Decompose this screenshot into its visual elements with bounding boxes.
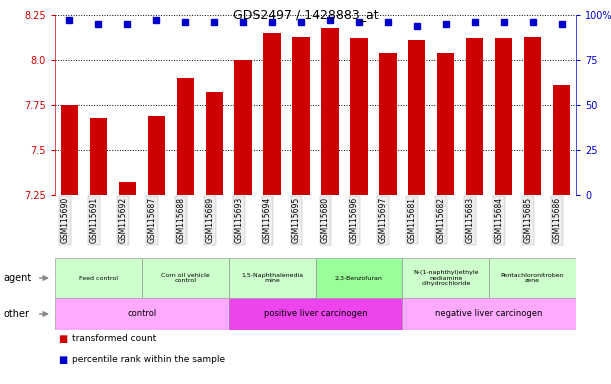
Bar — [315, 258, 402, 298]
Text: GSM115693: GSM115693 — [234, 197, 243, 243]
Text: GSM115692: GSM115692 — [119, 197, 127, 243]
Text: GSM115695: GSM115695 — [292, 197, 301, 243]
Text: Corn oil vehicle
control: Corn oil vehicle control — [161, 273, 210, 283]
Bar — [229, 258, 315, 298]
Bar — [408, 40, 425, 195]
Text: GSM115689: GSM115689 — [205, 197, 214, 243]
Bar — [60, 105, 78, 195]
Text: GSM115696: GSM115696 — [350, 197, 359, 243]
Text: GSM115680: GSM115680 — [321, 197, 330, 243]
Text: GSM115683: GSM115683 — [466, 197, 475, 243]
Text: 2,3-Benzofuran: 2,3-Benzofuran — [335, 275, 383, 280]
Bar — [177, 78, 194, 195]
Bar — [292, 36, 310, 195]
Bar — [55, 258, 142, 298]
Text: GSM115690: GSM115690 — [60, 197, 70, 243]
Text: GSM115694: GSM115694 — [263, 197, 272, 243]
Bar — [402, 298, 576, 330]
Bar — [321, 28, 338, 195]
Bar — [55, 298, 229, 330]
Text: positive liver carcinogen: positive liver carcinogen — [264, 310, 367, 318]
Text: control: control — [127, 310, 156, 318]
Text: ■: ■ — [58, 334, 67, 344]
Bar — [495, 38, 512, 195]
Bar — [142, 258, 229, 298]
Text: GSM115687: GSM115687 — [147, 197, 156, 243]
Text: Feed control: Feed control — [79, 275, 118, 280]
Text: percentile rank within the sample: percentile rank within the sample — [72, 355, 225, 364]
Bar — [148, 116, 165, 195]
Text: ■: ■ — [58, 355, 67, 365]
Bar — [379, 53, 397, 195]
Text: GSM115697: GSM115697 — [379, 197, 388, 243]
Bar — [402, 258, 489, 298]
Text: GSM115682: GSM115682 — [437, 197, 446, 243]
Bar — [263, 33, 281, 195]
Text: 1,5-Naphthalenedia
mine: 1,5-Naphthalenedia mine — [241, 273, 303, 283]
Text: negative liver carcinogen: negative liver carcinogen — [436, 310, 543, 318]
Text: transformed count: transformed count — [72, 334, 156, 343]
Bar — [205, 93, 223, 195]
Text: GDS2497 / 1428883_at: GDS2497 / 1428883_at — [233, 8, 378, 21]
Text: GSM115685: GSM115685 — [524, 197, 533, 243]
Bar — [350, 38, 368, 195]
Text: GSM115681: GSM115681 — [408, 197, 417, 243]
Text: Pentachloronitroben
zene: Pentachloronitroben zene — [501, 273, 565, 283]
Bar — [235, 60, 252, 195]
Text: GSM115691: GSM115691 — [89, 197, 98, 243]
Bar — [553, 85, 570, 195]
Bar — [489, 258, 576, 298]
Text: GSM115688: GSM115688 — [176, 197, 185, 243]
Text: agent: agent — [3, 273, 31, 283]
Bar — [437, 53, 455, 195]
Bar — [119, 182, 136, 195]
Bar — [466, 38, 483, 195]
Bar — [524, 36, 541, 195]
Text: GSM115684: GSM115684 — [495, 197, 503, 243]
Text: other: other — [3, 309, 29, 319]
Text: N-(1-naphthyl)ethyle
nediamine
dihydrochloride: N-(1-naphthyl)ethyle nediamine dihydroch… — [413, 270, 478, 286]
Bar — [229, 298, 402, 330]
Bar — [90, 118, 107, 195]
Text: GSM115686: GSM115686 — [552, 197, 562, 243]
